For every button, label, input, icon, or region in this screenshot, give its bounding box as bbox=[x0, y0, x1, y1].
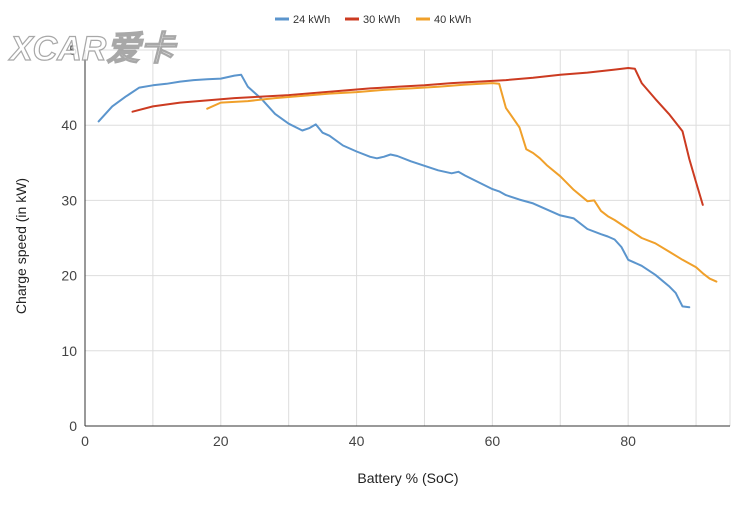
x-axis-title: Battery % (SoC) bbox=[357, 470, 458, 486]
series-line-40kwh bbox=[206, 82, 718, 283]
watermark-text: XCAR爱卡 bbox=[8, 30, 177, 68]
y-tick-label: 40 bbox=[61, 117, 77, 133]
watermark-logo: XCAR爱卡 bbox=[7, 29, 178, 68]
legend: 24 kWh 30 kWh 40 kWh bbox=[275, 14, 471, 26]
x-tick-label: 80 bbox=[620, 433, 636, 449]
y-tick-label: 10 bbox=[61, 343, 77, 359]
x-tick-label: 60 bbox=[485, 433, 501, 449]
legend-item[interactable]: 40 kWh bbox=[416, 14, 471, 26]
y-axis-title: Charge speed (in kW) bbox=[13, 178, 29, 314]
legend-item[interactable]: 24 kWh bbox=[275, 14, 330, 26]
legend-item[interactable]: 30 kWh bbox=[345, 14, 400, 26]
y-tick-label: 5 bbox=[69, 42, 77, 58]
legend-label-24kwh: 24 kWh bbox=[293, 14, 330, 26]
series-line-30kwh bbox=[131, 67, 704, 206]
y-tick-label: 30 bbox=[61, 192, 77, 208]
legend-label-30kwh: 30 kWh bbox=[363, 14, 400, 26]
x-tick-label: 20 bbox=[213, 433, 229, 449]
y-tick-label: 20 bbox=[61, 268, 77, 284]
axes bbox=[84, 50, 730, 427]
series-line-24kwh bbox=[97, 73, 691, 309]
x-tick-label: 40 bbox=[349, 433, 365, 449]
y-tick-label: 0 bbox=[69, 418, 77, 434]
series-lines bbox=[97, 67, 718, 309]
tick-labels: 0 20 40 60 80 0 10 20 30 40 5 bbox=[61, 42, 636, 449]
gridlines bbox=[85, 49, 731, 426]
legend-label-40kwh: 40 kWh bbox=[434, 14, 471, 26]
x-tick-label: 0 bbox=[81, 433, 89, 449]
